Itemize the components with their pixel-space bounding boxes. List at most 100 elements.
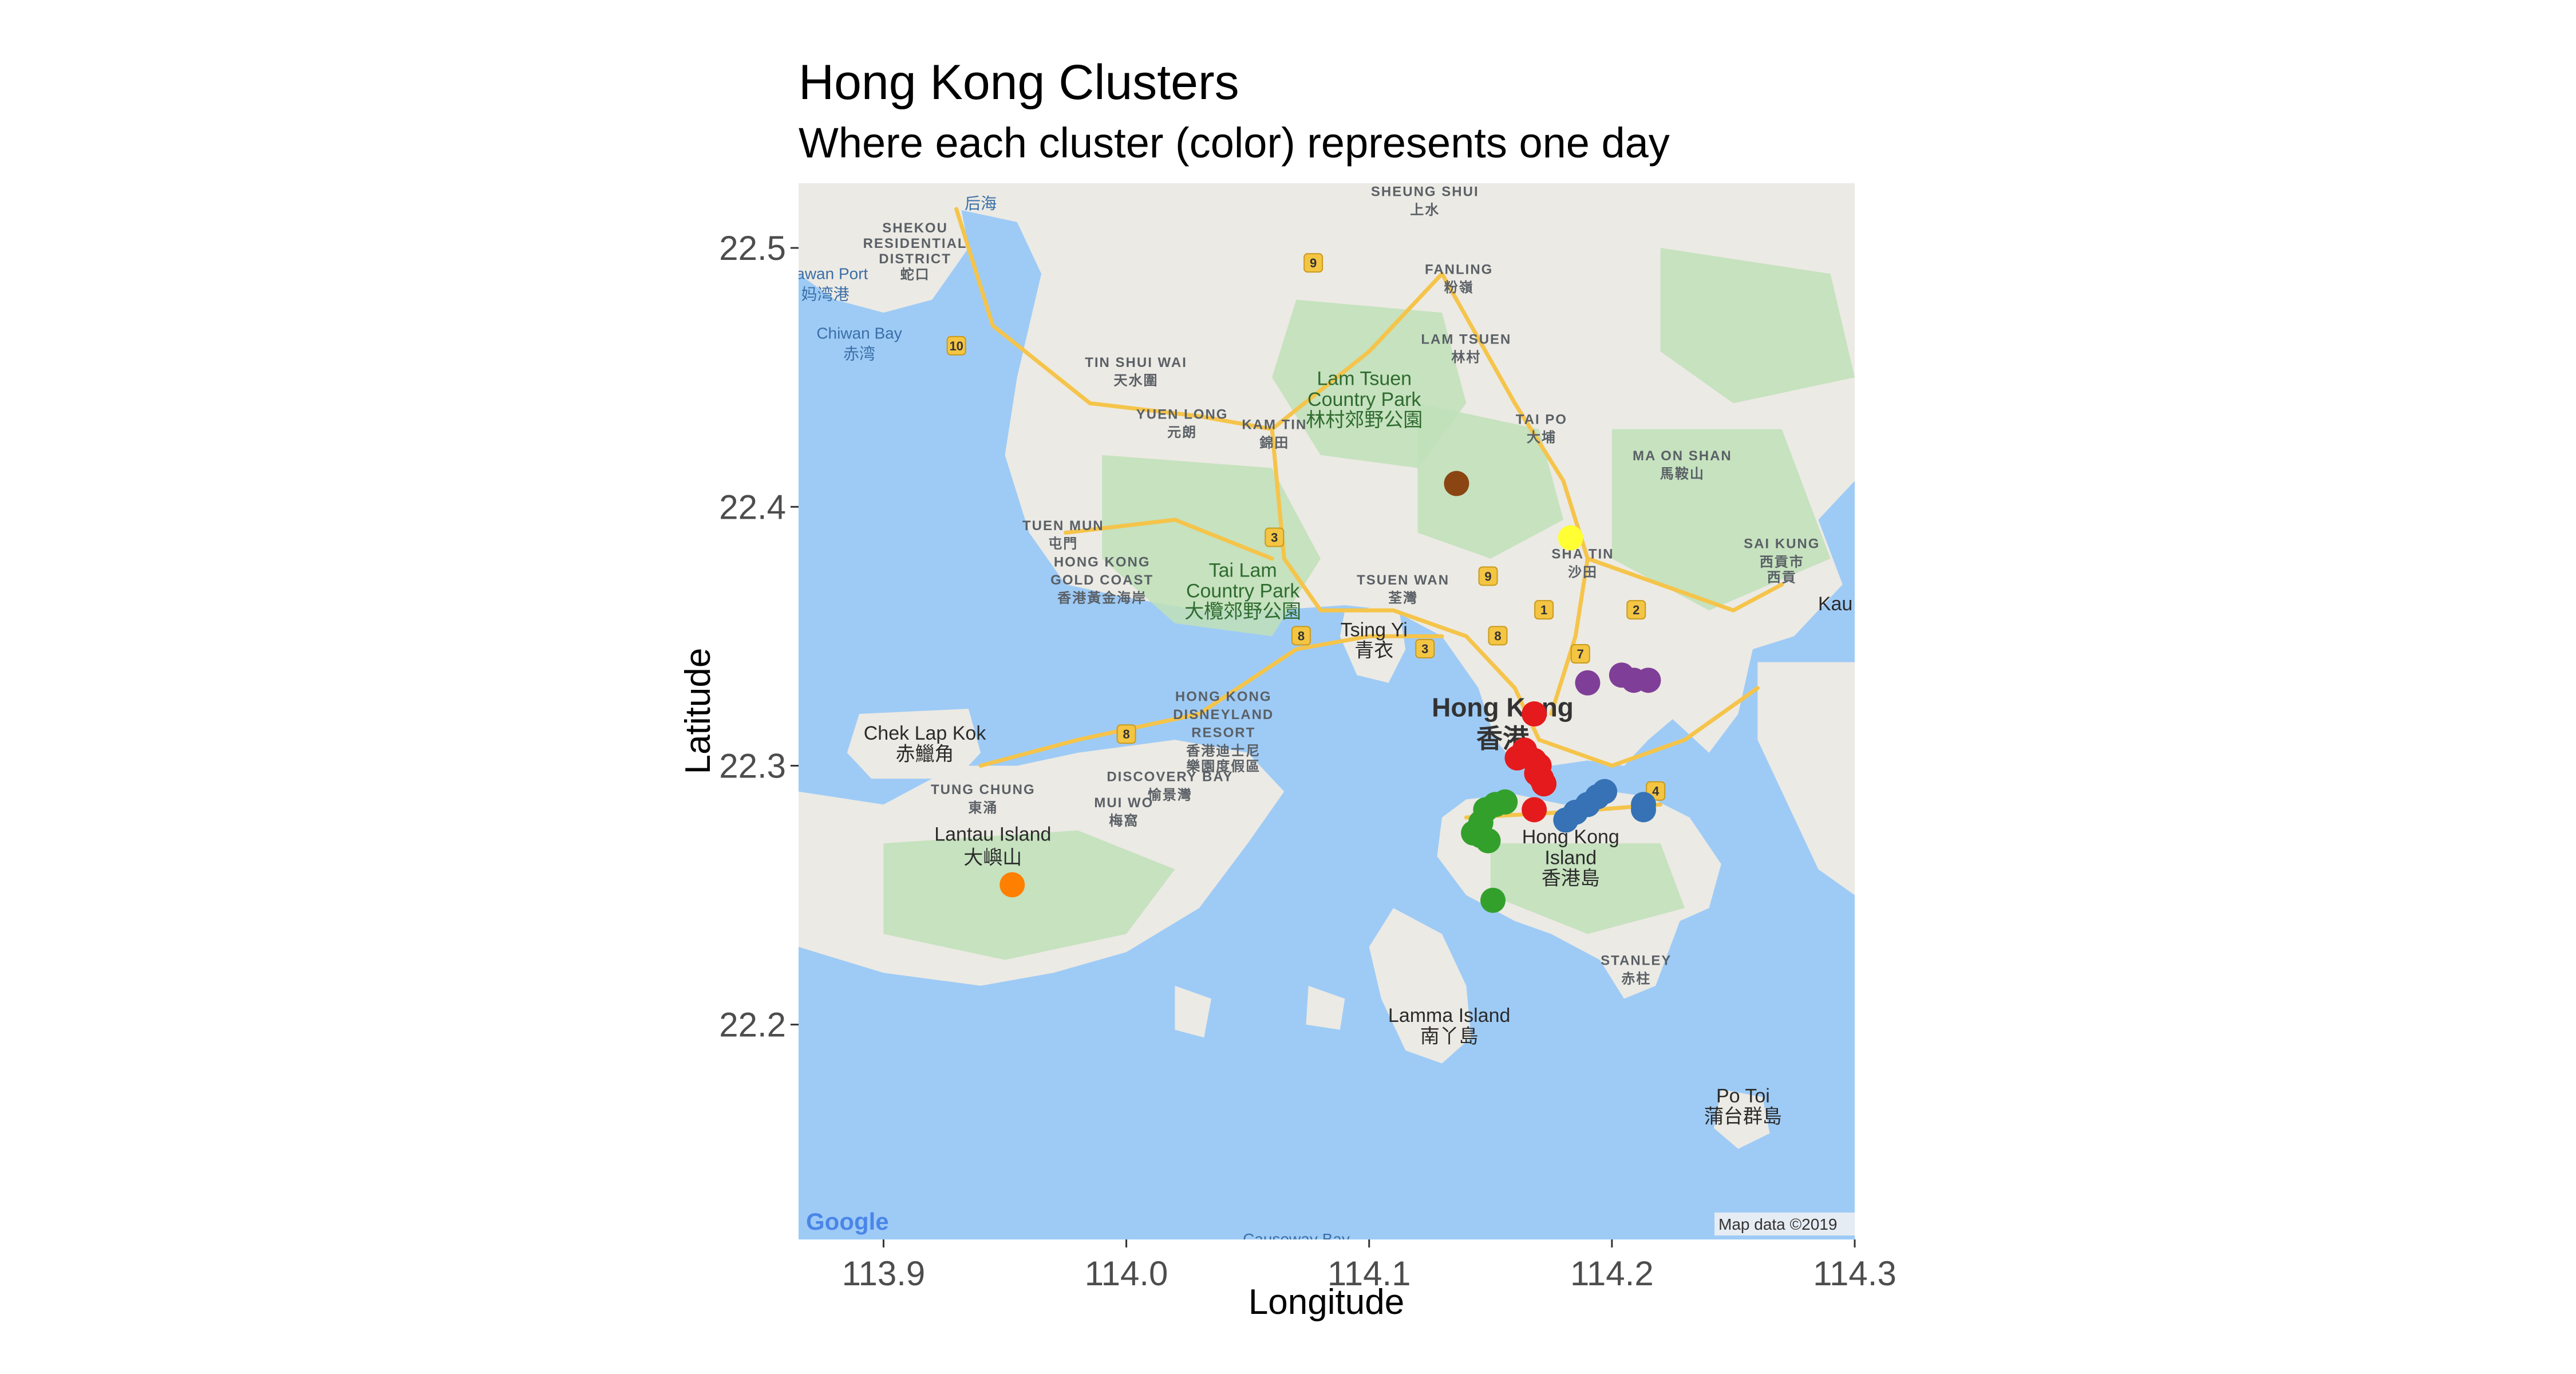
park-area bbox=[1611, 429, 1831, 611]
land-mass bbox=[799, 183, 969, 313]
axes: 113.9 114.0 114.1 114.2 114.3 22.2 22.3 22.4 22.… bbox=[719, 229, 1897, 1293]
place-label: Tai Lam bbox=[1209, 559, 1277, 581]
place-label: Lam Tsuen bbox=[1317, 368, 1412, 390]
cluster-point bbox=[1480, 887, 1506, 913]
park-area bbox=[1102, 455, 1321, 637]
place-label: 荃灣 bbox=[1388, 591, 1418, 606]
road bbox=[1064, 518, 1274, 561]
place-label: Chek Lap Kok bbox=[864, 722, 987, 744]
cluster-series bbox=[1558, 525, 1583, 551]
place-label: TUNG CHUNG bbox=[931, 782, 1036, 797]
place-label: 東涌 bbox=[968, 800, 998, 816]
route-shield-badge bbox=[1303, 253, 1323, 273]
place-label: HONG KONG bbox=[1175, 689, 1272, 704]
place-label: RESORT bbox=[1191, 725, 1255, 741]
place-label: 元朗 bbox=[1167, 425, 1197, 440]
x-tick-label: 113.9 bbox=[842, 1254, 926, 1293]
route-shield-badge bbox=[1488, 626, 1508, 646]
google-logo-text: Google bbox=[806, 1208, 889, 1235]
route-shield: 3 bbox=[1265, 527, 1285, 547]
cluster-point bbox=[1475, 828, 1501, 854]
place-label: GOLD COAST bbox=[1050, 572, 1153, 588]
land-mass bbox=[1175, 985, 1212, 1038]
place-label: 大欖郊野公園 bbox=[1184, 601, 1301, 623]
cluster-series bbox=[1461, 789, 1518, 913]
place-label: Causeway Bay bbox=[1243, 1230, 1350, 1248]
place-label: SHA TIN bbox=[1551, 547, 1614, 562]
map-parks bbox=[883, 248, 1855, 960]
place-label: DISCOVERY BAY bbox=[1107, 769, 1233, 785]
cluster-point bbox=[1522, 797, 1547, 823]
place-label: 馬鞍山 bbox=[1660, 466, 1705, 482]
google-logo: Google bbox=[806, 1208, 889, 1235]
place-label: 粉嶺 bbox=[1444, 279, 1474, 295]
road bbox=[1537, 686, 1760, 768]
place-label: KAM TIN bbox=[1242, 417, 1307, 433]
place-label: HONG KONG bbox=[1054, 554, 1151, 570]
route-shield-number: 9 bbox=[1310, 256, 1317, 270]
cluster-points bbox=[999, 471, 1661, 913]
cluster-series bbox=[1444, 471, 1469, 496]
place-label: 林村 bbox=[1451, 350, 1481, 365]
x-tick-label: 114.0 bbox=[1085, 1254, 1168, 1293]
route-shield: 9 bbox=[1303, 253, 1323, 273]
route-shield-number: 10 bbox=[949, 339, 963, 353]
route-shield-number: 1 bbox=[1540, 603, 1547, 617]
route-shield: 1 bbox=[1534, 600, 1554, 620]
cluster-point bbox=[999, 872, 1025, 898]
place-label: YUEN LONG bbox=[1136, 407, 1228, 423]
place-label: SAI KUNG bbox=[1744, 536, 1820, 552]
cluster-point bbox=[1492, 789, 1518, 815]
route-shield-badge bbox=[1116, 724, 1136, 744]
place-label: Tsing Yi bbox=[1341, 619, 1408, 641]
place-label: TUEN MUN bbox=[1022, 518, 1104, 534]
place-label: TIN SHUI WAI bbox=[1085, 355, 1187, 370]
route-shield-badge bbox=[1478, 566, 1498, 586]
road bbox=[954, 207, 1444, 432]
place-label: LAM TSUEN bbox=[1421, 331, 1511, 347]
place-label: 林村郊野公園 bbox=[1306, 409, 1423, 431]
route-shield: 8 bbox=[1488, 626, 1508, 646]
land-mass bbox=[799, 183, 1855, 766]
route-shield: 10 bbox=[946, 335, 966, 356]
attribution: Map data ©2019 bbox=[1714, 1213, 1855, 1235]
place-label: Chiwan Bay bbox=[816, 324, 902, 342]
x-axis-title: Longitude bbox=[1249, 1282, 1404, 1322]
route-shield: 8 bbox=[1291, 626, 1311, 646]
place-label: 錦田 bbox=[1259, 435, 1289, 451]
place-label: DISTRICT bbox=[879, 251, 951, 267]
route-shield-number: 3 bbox=[1271, 531, 1278, 545]
place-label: STANLEY bbox=[1601, 953, 1672, 969]
x-tick-label: 114.1 bbox=[1327, 1254, 1411, 1293]
place-label: 愉景灣 bbox=[1148, 787, 1192, 803]
cluster-point bbox=[1444, 471, 1469, 496]
place-label: Lantau Island bbox=[934, 824, 1051, 846]
road bbox=[1585, 556, 1784, 613]
route-shield-badge bbox=[1265, 527, 1285, 547]
route-shield-badge bbox=[946, 335, 966, 356]
place-label: TAI PO bbox=[1516, 412, 1567, 428]
cluster-series bbox=[1575, 662, 1661, 696]
place-label: Po Toi bbox=[1716, 1085, 1770, 1107]
place-label: 青衣 bbox=[1354, 640, 1393, 662]
route-shield-badge bbox=[1534, 600, 1554, 620]
route-shield-number: 9 bbox=[1484, 569, 1491, 583]
route-shield: 8 bbox=[1116, 724, 1136, 744]
place-label: 后海 bbox=[965, 195, 997, 212]
land-mass bbox=[1757, 662, 1855, 895]
x-tick-label: 114.2 bbox=[1570, 1254, 1654, 1293]
place-label: 梅窩 bbox=[1109, 812, 1139, 828]
place-label: 樂園度假區 bbox=[1186, 759, 1261, 775]
route-shield-badge bbox=[1291, 626, 1311, 646]
place-label: Country Park bbox=[1307, 389, 1421, 410]
place-label: SHEKOU bbox=[882, 220, 948, 236]
land-mass bbox=[847, 708, 981, 779]
route-shield: 3 bbox=[1415, 638, 1435, 658]
route-shield-number: 2 bbox=[1633, 603, 1639, 617]
park-area bbox=[1660, 248, 1855, 404]
park-area bbox=[1490, 843, 1685, 934]
place-label: 香港迪士尼 bbox=[1186, 743, 1261, 759]
